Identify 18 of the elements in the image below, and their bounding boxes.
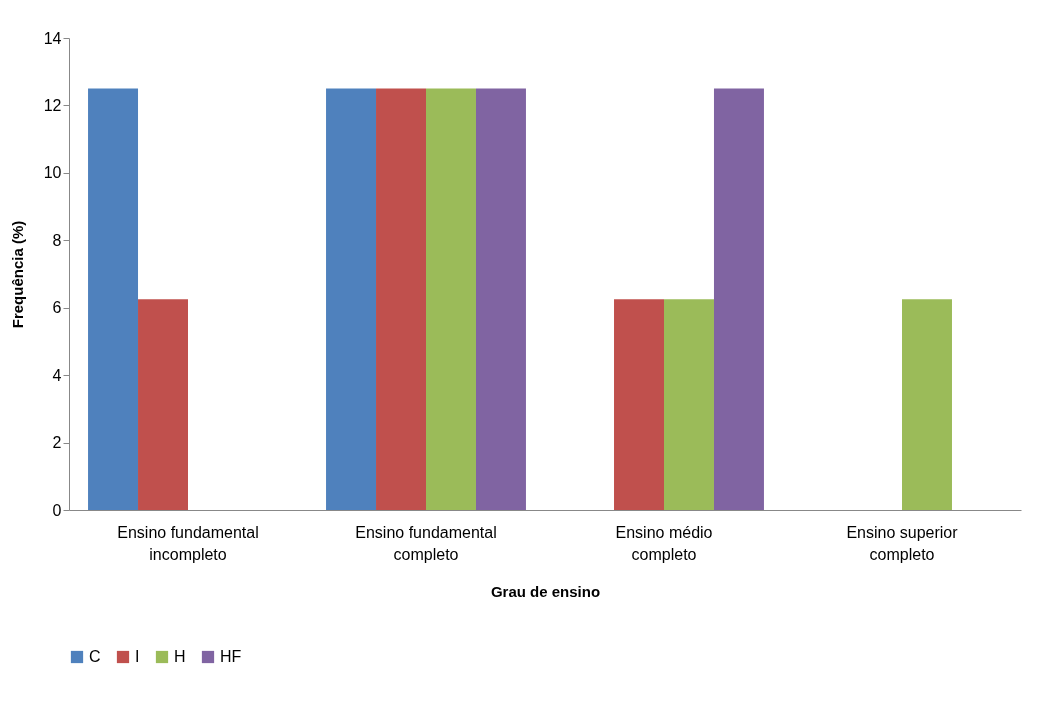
y-tick-label: 2 (52, 434, 62, 452)
legend-label: HF (220, 648, 242, 665)
x-axis-title: Grau de ensino (490, 582, 601, 600)
x-tick-label: Ensino fundamental incompleto (117, 523, 259, 563)
y-tick-label: 14 (43, 29, 62, 47)
y-axis-title: Frequência (%) (8, 220, 26, 329)
y-tick-label: 10 (43, 164, 62, 182)
x-tick-label: Ensino fundamental completo (355, 523, 497, 563)
legend-label: C (89, 648, 101, 665)
legend-label: I (135, 648, 140, 665)
x-tick-label: Ensino médio completo (615, 523, 713, 563)
y-tick-label: 6 (52, 299, 62, 317)
x-tick-label: Ensino superior completo (846, 523, 959, 563)
y-tick-label: 4 (52, 366, 62, 384)
y-tick-label: 8 (52, 231, 62, 249)
legend-label: H (174, 648, 186, 665)
y-tick-label: 12 (43, 96, 62, 114)
y-tick-label: 0 (52, 501, 62, 519)
